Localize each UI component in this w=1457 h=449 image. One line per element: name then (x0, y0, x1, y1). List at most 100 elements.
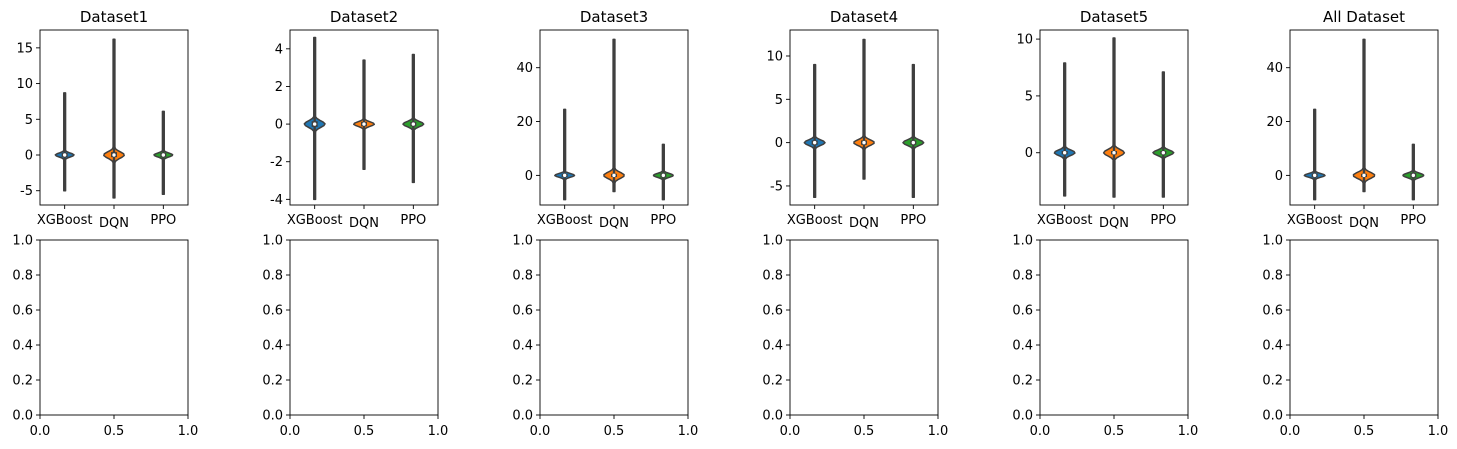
axes-frame (39, 239, 189, 416)
y-tick-label: 15 (16, 41, 33, 56)
y-tick-label: 5 (775, 93, 783, 108)
x-tick-label: XGBoost (1037, 213, 1093, 228)
violin-median-point (562, 173, 567, 178)
y-tick-label: 0.2 (762, 374, 783, 389)
y-tick-label: 1.0 (762, 234, 783, 249)
y-tick-label: 2 (275, 80, 283, 95)
x-tick-label: 0.0 (30, 424, 51, 439)
violin-median-point (1062, 151, 1067, 155)
subplot-4: -5 0 5 10 XGBoost DQN PPO Dataset4 (766, 8, 939, 231)
violin-median-point (362, 122, 366, 126)
x-tick-label: 0.0 (280, 424, 301, 439)
violin-median-point (911, 140, 916, 145)
x-tick-label: 1.0 (178, 424, 199, 439)
subplot-title: Dataset3 (580, 8, 648, 26)
subplot-title: All Dataset (1323, 8, 1405, 26)
y-tick-label: 1.0 (1262, 234, 1283, 249)
y-tick-label: 1.0 (512, 234, 533, 249)
axes-frame (539, 239, 689, 416)
violin-median-point (112, 153, 116, 157)
y-tick-label: 10 (16, 77, 33, 92)
x-tick-label: 0.0 (1280, 424, 1301, 439)
axes-frame (539, 29, 689, 206)
y-tick-label: 0.0 (262, 409, 283, 424)
violin-median-point (1161, 151, 1166, 155)
y-tick-label: 0.4 (762, 339, 783, 354)
x-tick-label: PPO (150, 213, 176, 228)
y-tick-label: 0.4 (512, 339, 533, 354)
y-tick-label: 0.0 (1262, 409, 1283, 424)
violin-median-point (1411, 173, 1416, 178)
violin-median-point (312, 122, 317, 126)
axes-frame (289, 239, 439, 416)
y-tick-label: 0 (1275, 169, 1283, 184)
x-tick-label: PPO (400, 213, 426, 228)
y-tick-label: -5 (770, 179, 783, 194)
y-tick-label: 0.6 (262, 304, 283, 319)
violin-median-point (62, 153, 67, 157)
axes-frame (289, 29, 439, 206)
x-tick-label: 1.0 (678, 424, 699, 439)
y-tick-label: 0 (275, 118, 283, 133)
violin-median-point (612, 173, 616, 178)
y-tick-label: 0.2 (262, 374, 283, 389)
x-tick-label: 0.0 (780, 424, 801, 439)
y-tick-label: 1.0 (1012, 234, 1033, 249)
y-tick-label: -4 (270, 193, 283, 208)
x-tick-label: 1.0 (428, 424, 449, 439)
subplot-12: 0.0 0.2 0.4 0.6 0.8 1.0 0.0 0.5 1.0 (1262, 234, 1448, 440)
axes-frame (1039, 29, 1189, 206)
y-tick-label: 0.8 (1012, 269, 1033, 284)
subplot-6: 0 20 40 XGBoost DQN PPO All Dataset (1266, 8, 1439, 231)
y-tick-label: 0.2 (1262, 374, 1283, 389)
y-tick-label: 0 (1025, 146, 1033, 161)
y-tick-label: 5 (1025, 89, 1033, 104)
y-tick-label: 0 (525, 169, 533, 184)
axes-frame (39, 29, 189, 206)
x-tick-label: PPO (1150, 213, 1176, 228)
axes-frame (1039, 239, 1189, 416)
subplot-2: -4 -2 0 2 4 XGBoost DQN PPO Dataset2 (270, 8, 439, 231)
y-tick-label: 20 (516, 115, 533, 130)
y-tick-label: 0.0 (12, 409, 33, 424)
y-tick-label: 4 (275, 42, 283, 57)
y-tick-label: 0.6 (12, 304, 33, 319)
y-tick-label: 1.0 (262, 234, 283, 249)
y-tick-label: 0.0 (1012, 409, 1033, 424)
y-tick-label: 0.8 (1262, 269, 1283, 284)
x-tick-label: DQN (1099, 216, 1129, 231)
subplot-title: Dataset4 (830, 8, 898, 26)
y-tick-label: 0.0 (762, 409, 783, 424)
y-tick-label: 0.6 (512, 304, 533, 319)
y-tick-label: 0.2 (1012, 374, 1033, 389)
x-tick-label: DQN (349, 216, 379, 231)
y-tick-label: 0.2 (12, 374, 33, 389)
x-tick-label: DQN (1349, 216, 1379, 231)
x-tick-label: DQN (599, 216, 629, 231)
x-tick-label: 0.5 (104, 424, 125, 439)
x-tick-label: XGBoost (37, 213, 93, 228)
subplot-title: Dataset5 (1080, 8, 1148, 26)
x-tick-label: 1.0 (1428, 424, 1449, 439)
x-tick-label: PPO (900, 213, 926, 228)
x-tick-label: XGBoost (787, 213, 843, 228)
x-tick-label: PPO (650, 213, 676, 228)
y-tick-label: 0.6 (1012, 304, 1033, 319)
y-tick-label: 0 (25, 149, 33, 164)
y-tick-label: 40 (1266, 61, 1283, 76)
y-tick-label: 0.4 (12, 339, 33, 354)
y-tick-label: 0.4 (1262, 339, 1283, 354)
violin-median-point (161, 153, 166, 157)
y-tick-label: -5 (20, 184, 33, 199)
subplot-5: 0 5 10 XGBoost DQN PPO Dataset5 (1016, 8, 1189, 231)
y-tick-label: 40 (516, 61, 533, 76)
x-tick-label: DQN (99, 216, 129, 231)
y-tick-label: 0.8 (762, 269, 783, 284)
x-tick-label: 1.0 (928, 424, 949, 439)
x-tick-label: XGBoost (537, 213, 593, 228)
y-tick-label: 1.0 (12, 234, 33, 249)
x-tick-label: 0.0 (530, 424, 551, 439)
x-tick-label: 0.5 (1354, 424, 1375, 439)
x-tick-label: XGBoost (287, 213, 343, 228)
